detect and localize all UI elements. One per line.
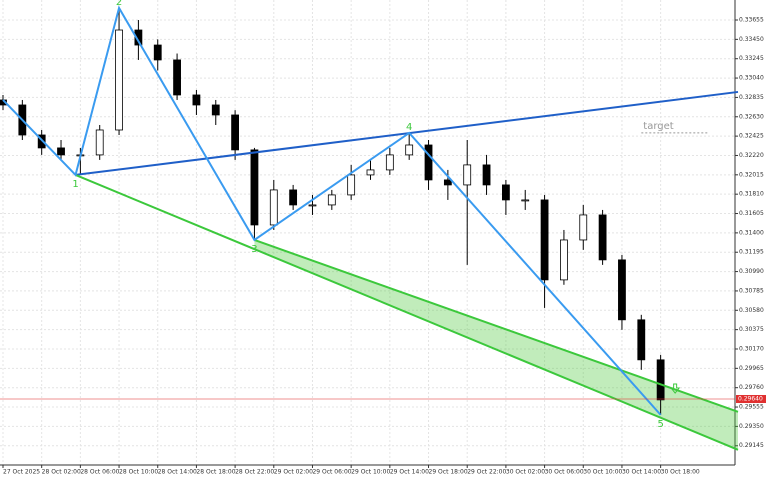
y-tick-label: 0.32835 bbox=[739, 94, 764, 101]
x-tick-label: 28 Oct 14:00 bbox=[158, 469, 197, 476]
y-tick-label: 0.32015 bbox=[739, 171, 764, 178]
candle-body bbox=[347, 174, 356, 196]
x-tick-label: 30 Oct 02:00 bbox=[506, 469, 545, 476]
candle-body bbox=[115, 29, 123, 131]
y-tick-label: 0.30785 bbox=[739, 287, 764, 294]
x-tick-label: 29 Oct 02:00 bbox=[274, 469, 313, 476]
candle-body bbox=[598, 214, 607, 261]
y-tick-label: 0.30375 bbox=[739, 326, 764, 333]
candle-body bbox=[424, 144, 433, 181]
plot-area: 1 2 3 4 5 target bbox=[0, 0, 739, 451]
candle-body bbox=[269, 189, 278, 226]
candle-body bbox=[366, 169, 375, 176]
x-tick-label: 30 Oct 10:00 bbox=[583, 469, 622, 476]
x-tick-label: 29 Oct 14:00 bbox=[390, 469, 429, 476]
trendline bbox=[254, 239, 739, 413]
x-tick-label: 28 Oct 06:00 bbox=[80, 469, 119, 476]
wave-label: 5 bbox=[657, 419, 663, 430]
x-tick-label: 30 Oct 14:00 bbox=[622, 469, 661, 476]
y-tick-label: 0.29555 bbox=[739, 404, 764, 411]
y-tick-label: 0.31195 bbox=[739, 249, 764, 256]
candle-body bbox=[250, 149, 259, 226]
y-tick-label: 0.30990 bbox=[739, 268, 764, 275]
candle-body bbox=[153, 44, 162, 61]
candle-body bbox=[37, 134, 46, 149]
candle-body bbox=[521, 199, 530, 202]
x-tick-label: 28 Oct 02:00 bbox=[42, 469, 81, 476]
y-tick-label: 0.29965 bbox=[739, 365, 764, 372]
candle-body bbox=[656, 359, 665, 401]
candle-body bbox=[540, 199, 549, 281]
candle-body bbox=[231, 114, 240, 151]
y-tick-label: 0.33450 bbox=[739, 36, 764, 43]
zigzag bbox=[2, 5, 662, 416]
candle-body bbox=[327, 194, 336, 206]
y-tick-label: 0.31810 bbox=[739, 191, 764, 198]
x-tick-label: 29 Oct 22:00 bbox=[467, 469, 506, 476]
wave-label: 1 bbox=[72, 179, 78, 190]
x-tick-label: 30 Oct 06:00 bbox=[545, 469, 584, 476]
candle-body bbox=[192, 94, 201, 106]
target-label: target bbox=[643, 121, 673, 132]
candle-body bbox=[463, 164, 472, 186]
x-tick-label: 27 Oct 2025 bbox=[3, 469, 40, 476]
y-tick-label: 0.33245 bbox=[739, 55, 764, 62]
candle-body bbox=[482, 164, 491, 186]
wave-label: 2 bbox=[116, 0, 122, 8]
y-tick-label: 0.30580 bbox=[739, 307, 764, 314]
wave-label: 4 bbox=[406, 122, 412, 133]
y-tick-label: 0.30170 bbox=[739, 345, 764, 352]
x-tick-label: 29 Oct 10:00 bbox=[351, 469, 390, 476]
candle-body bbox=[211, 104, 220, 116]
x-tick-label: 30 Oct 18:00 bbox=[661, 469, 700, 476]
candle-body bbox=[560, 239, 568, 281]
y-tick-label: 0.33040 bbox=[739, 75, 764, 82]
y-tick-label: 0.29145 bbox=[739, 442, 764, 449]
y-tick-label: 0.29350 bbox=[739, 423, 764, 430]
signal-arrow bbox=[670, 383, 681, 394]
y-tick-label: 0.32630 bbox=[739, 113, 764, 120]
x-tick-label: 28 Oct 22:00 bbox=[235, 469, 274, 476]
candle-body bbox=[443, 179, 452, 186]
y-tick-label: 0.32220 bbox=[739, 152, 764, 159]
x-tick-label: 29 Oct 18:00 bbox=[429, 469, 468, 476]
candle-body bbox=[57, 147, 65, 156]
candle-body bbox=[385, 154, 394, 171]
candle-body bbox=[95, 129, 104, 156]
candle-body bbox=[289, 189, 298, 206]
candle-body bbox=[618, 259, 626, 321]
candle-body bbox=[308, 204, 317, 207]
y-tick-label: 0.32425 bbox=[739, 133, 764, 140]
y-tick-label: 0.33655 bbox=[739, 17, 764, 24]
candle-body bbox=[173, 59, 181, 96]
wave-label: 3 bbox=[251, 244, 257, 255]
y-tick-label: 0.29760 bbox=[739, 384, 764, 391]
candle-body bbox=[501, 184, 510, 201]
x-tick-label: 28 Oct 18:00 bbox=[196, 469, 235, 476]
candle-body bbox=[637, 319, 646, 361]
x-tick-label: 28 Oct 10:00 bbox=[119, 469, 158, 476]
channel-fill bbox=[254, 239, 738, 450]
candle-body bbox=[134, 29, 143, 46]
price-tag-label: 0.29640 bbox=[738, 396, 763, 403]
candle-body bbox=[579, 214, 588, 241]
price-tag bbox=[736, 395, 766, 404]
trendline bbox=[75, 173, 739, 451]
y-tick-label: 0.31400 bbox=[739, 229, 764, 236]
y-tick-label: 0.31605 bbox=[739, 210, 764, 217]
x-tick-label: 29 Oct 06:00 bbox=[312, 469, 351, 476]
candle-body bbox=[405, 144, 414, 156]
